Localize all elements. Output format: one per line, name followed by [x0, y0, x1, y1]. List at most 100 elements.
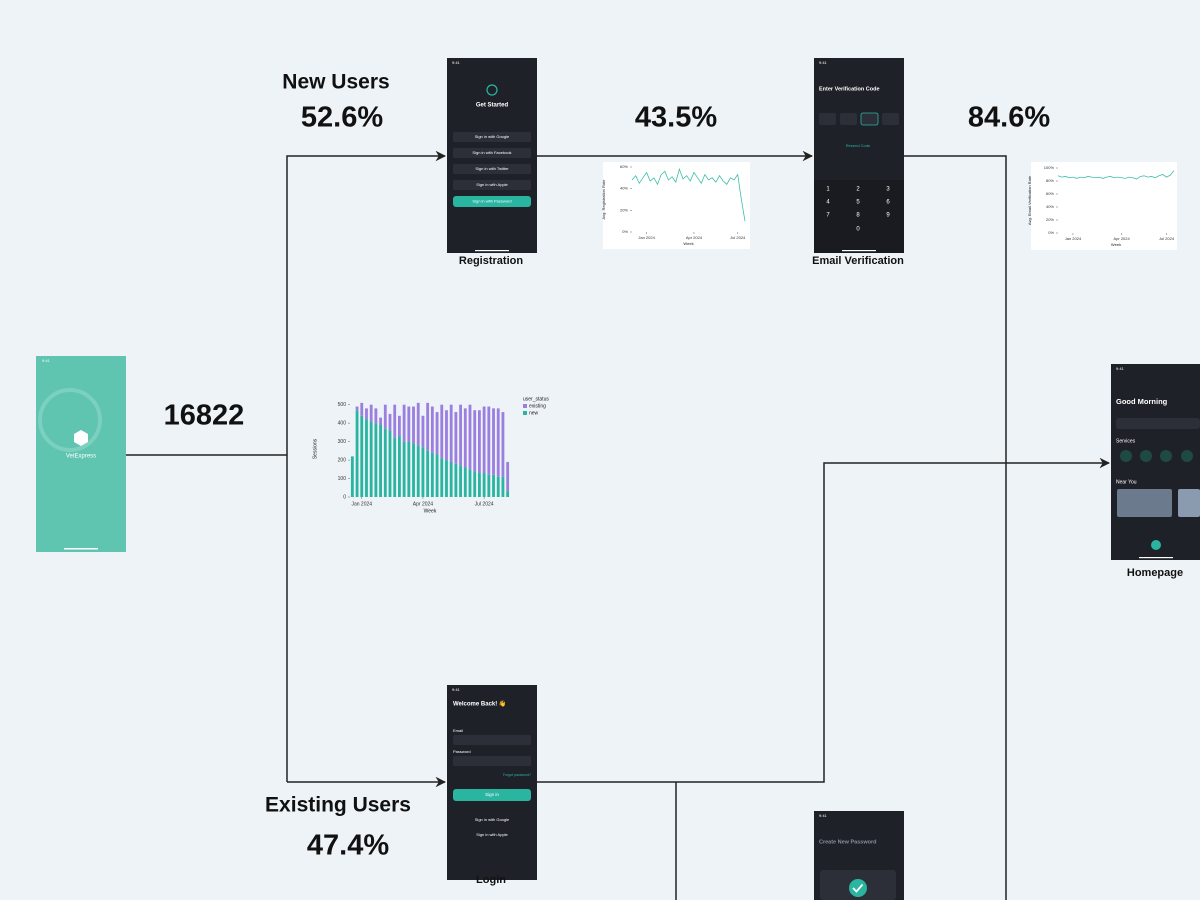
y-tick-label: 60% [620, 164, 628, 169]
bar-segment [459, 465, 462, 497]
key[interactable]: 6 [886, 200, 890, 206]
bar-segment [463, 467, 467, 497]
segment-label: Existing Users [265, 794, 411, 817]
logo [74, 430, 88, 446]
service-icon[interactable] [1140, 450, 1152, 462]
bar-segment [468, 469, 472, 497]
forgot-link[interactable]: Forgot password? [503, 773, 531, 777]
button-text: Sign in [485, 792, 499, 797]
y-tick-label: 500 [338, 402, 347, 408]
key[interactable]: 8 [856, 213, 860, 219]
bar-segment [407, 441, 411, 497]
x-tick-label: Apr 2024 [413, 501, 434, 507]
button-text: Sign in with Twitter [475, 166, 509, 171]
key[interactable]: 1 [826, 187, 830, 193]
key[interactable]: 4 [826, 200, 830, 206]
screen-bg [36, 356, 126, 552]
y-tick-label: 80% [1046, 178, 1054, 183]
bar-segment [435, 454, 439, 497]
status-time: 9:41 [1116, 366, 1125, 371]
primary-button[interactable] [453, 789, 531, 801]
button-text: Sign in with Facebook [472, 150, 511, 155]
bar-segment [416, 402, 420, 446]
nav-center[interactable] [1151, 540, 1161, 550]
status-time: 9:41 [452, 60, 461, 65]
social-button[interactable] [453, 148, 531, 158]
x-tick-label: Jan 2024 [1065, 236, 1082, 241]
bar-segment [369, 404, 373, 422]
legend-label: existing [529, 403, 546, 409]
social-button[interactable]: Sign in with Google [475, 817, 510, 822]
bar-segment [374, 423, 378, 497]
screen-caption: Registration [459, 255, 523, 267]
bar-segment [473, 410, 477, 472]
button-text: Sign in with Apple [476, 182, 508, 187]
y-axis-label: Sessions [312, 438, 318, 459]
conversion-rate: 43.5% [635, 102, 717, 134]
check [852, 883, 864, 893]
clinic-image[interactable] [1117, 489, 1172, 517]
key[interactable]: 9 [886, 213, 890, 219]
key[interactable]: 7 [826, 213, 830, 219]
service-icon[interactable] [1120, 450, 1132, 462]
key[interactable]: 2 [856, 187, 860, 193]
bar-segment [430, 406, 434, 453]
social-button[interactable]: Sign in with Apple [476, 832, 508, 837]
status-time: 9:41 [452, 687, 461, 692]
bar-segment [383, 428, 387, 497]
screen-title: Get Started [476, 103, 509, 109]
service-icon[interactable] [1160, 450, 1172, 462]
button-text: Sign in with Password [472, 199, 511, 204]
bar-segment [398, 415, 401, 437]
key[interactable]: 3 [886, 187, 890, 193]
x-tick-label: Jan 2024 [351, 501, 372, 507]
segment-label: New Users [282, 71, 389, 94]
status-time: 9:41 [819, 60, 828, 65]
bar-segment [365, 408, 368, 420]
y-tick-label: 20% [1046, 217, 1054, 222]
y-tick-label: 40% [620, 186, 628, 191]
clinic-image[interactable] [1178, 489, 1200, 517]
bar-segment [478, 410, 481, 473]
y-axis-label: Avg. Email Verification Rate [1027, 175, 1032, 225]
total-users: 16822 [164, 400, 245, 432]
homepage-screen: 9:41 Good Morning Services Near You [1111, 364, 1200, 560]
y-tick-label: 300 [338, 439, 347, 445]
search-bar[interactable] [1116, 418, 1200, 429]
y-tick-label: 400 [338, 420, 347, 426]
key[interactable]: 0 [856, 227, 860, 233]
x-tick-label: Apr 2024 [686, 235, 703, 240]
section-title: Services [1116, 438, 1136, 444]
bar-segment [426, 450, 430, 497]
key[interactable]: 5 [856, 200, 860, 206]
line [631, 167, 746, 222]
screen-caption: Email Verification [812, 255, 904, 267]
splash-screen: 9:41 VetExpress [36, 356, 126, 552]
y-tick-label: 100 [338, 476, 347, 482]
flow-line [904, 155, 1007, 900]
social-button[interactable] [453, 164, 531, 174]
bar-segment [501, 412, 505, 477]
bar-segment [449, 404, 453, 462]
greeting: Good Morning [1116, 397, 1168, 406]
screen-title: Enter Verification Code [819, 86, 880, 92]
bar-segment [416, 445, 420, 497]
keypad [814, 180, 904, 253]
bar-segment [393, 404, 397, 438]
input[interactable] [453, 756, 531, 766]
bar-segment [412, 443, 415, 497]
input[interactable] [453, 735, 531, 745]
verification-screen: 9:41 Enter Verification Code Resend Code… [814, 58, 904, 253]
x-axis-label: Week [424, 508, 437, 514]
bar-segment [440, 404, 444, 459]
bar-segment [350, 456, 354, 497]
social-button[interactable] [453, 180, 531, 190]
primary-button[interactable] [453, 196, 531, 207]
code-box [840, 113, 857, 125]
service-icon[interactable] [1181, 450, 1193, 462]
bar-segment [463, 408, 467, 468]
social-button[interactable] [453, 132, 531, 142]
resend-link[interactable]: Resend Code [846, 143, 871, 148]
bar-segment [374, 408, 378, 424]
